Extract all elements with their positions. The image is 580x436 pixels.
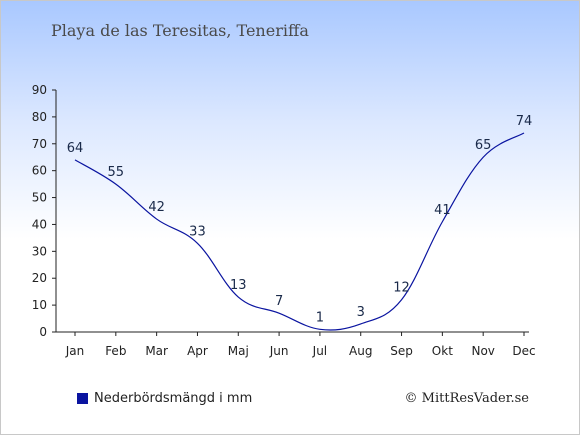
y-tick-label: 10 xyxy=(32,298,47,312)
data-label: 55 xyxy=(108,165,125,180)
x-tick-label: Okt xyxy=(432,344,453,358)
x-tick-label: Apr xyxy=(187,344,208,358)
data-label: 64 xyxy=(67,141,84,156)
x-tick-label: Sep xyxy=(390,344,413,358)
series-line xyxy=(74,132,525,331)
x-tick-label: Dec xyxy=(512,344,535,358)
y-tick-label: 70 xyxy=(32,137,47,151)
data-label: 3 xyxy=(357,305,365,320)
x-tick-label: Feb xyxy=(105,344,126,358)
y-tick-label: 0 xyxy=(39,325,47,339)
x-tick-label: Jan xyxy=(65,344,85,358)
legend: Nederbördsmängd i mm xyxy=(77,391,252,406)
copyright-credit: © MittResVader.se xyxy=(404,391,529,406)
legend-label: Nederbördsmängd i mm xyxy=(94,391,253,406)
data-label: 33 xyxy=(189,224,206,239)
data-label: 74 xyxy=(516,114,533,129)
chart-title: Playa de las Teresitas, Teneriffa xyxy=(51,21,309,40)
data-label: 12 xyxy=(393,281,410,296)
data-label: 13 xyxy=(230,278,247,293)
x-tick-label: Maj xyxy=(228,344,249,358)
x-tick-label: Jun xyxy=(269,344,289,358)
y-tick-label: 30 xyxy=(32,244,47,258)
y-tick-label: 20 xyxy=(32,271,47,285)
y-tick-label: 90 xyxy=(32,83,47,97)
data-label: 7 xyxy=(275,294,283,309)
y-tick-label: 60 xyxy=(32,164,47,178)
x-tick-label: Jul xyxy=(312,344,327,358)
data-label: 41 xyxy=(434,203,451,218)
x-tick-label: Aug xyxy=(349,344,372,358)
data-label: 42 xyxy=(148,200,165,215)
y-tick-label: 50 xyxy=(32,191,47,205)
axes: 0 10 20 30 40 50 60 70 80 90 Jan Feb Mar Apr Maj Jun Jul… xyxy=(32,83,536,358)
x-tick-label: Mar xyxy=(145,344,168,358)
y-tick-label: 80 xyxy=(32,110,47,124)
legend-swatch xyxy=(77,393,88,404)
y-tick-label: 40 xyxy=(32,217,47,231)
x-tick-label: Nov xyxy=(471,344,494,358)
data-label: 1 xyxy=(316,310,324,325)
data-label: 65 xyxy=(475,138,492,153)
